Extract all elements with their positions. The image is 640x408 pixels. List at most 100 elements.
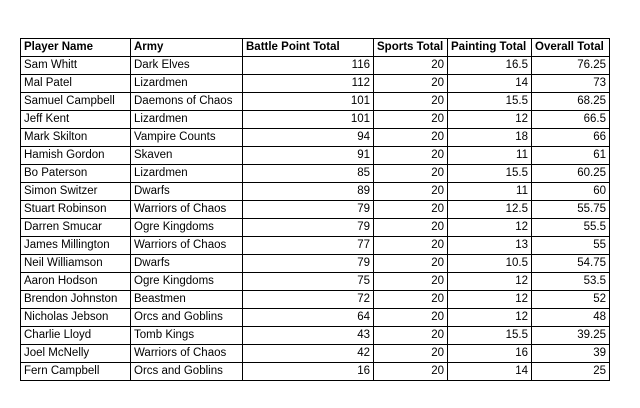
battle-point-cell: 72 [242, 290, 374, 309]
army-cell: Lizardmen [130, 164, 243, 183]
header-player-name: Player Name [20, 38, 131, 57]
player-name-cell: Charlie Lloyd [20, 326, 131, 345]
battle-point-cell: 79 [242, 254, 374, 273]
battle-point-cell: 79 [242, 218, 374, 237]
player-name-cell: Simon Switzer [20, 182, 131, 201]
overall-total-cell: 68.25 [531, 92, 610, 111]
army-cell: Warriors of Chaos [130, 236, 243, 255]
painting-total-cell: 16 [447, 344, 532, 363]
army-cell: Beastmen [130, 290, 243, 309]
table-row: Mal Patel Lizardmen 112 20 14 73 [20, 74, 610, 93]
battle-point-cell: 64 [242, 308, 374, 327]
header-row: Player Name Army Battle Point Total Spor… [20, 38, 610, 57]
sports-total-cell: 20 [373, 308, 448, 327]
table-row: Mark Skilton Vampire Counts 94 20 18 66 [20, 128, 610, 147]
player-name-cell: Bo Paterson [20, 164, 131, 183]
table-row: Joel McNelly Warriors of Chaos 42 20 16 39 [20, 344, 610, 363]
sports-total-cell: 20 [373, 236, 448, 255]
army-cell: Lizardmen [130, 74, 243, 93]
battle-point-cell: 101 [242, 110, 374, 129]
army-cell: Ogre Kingdoms [130, 272, 243, 291]
overall-total-cell: 52 [531, 290, 610, 309]
painting-total-cell: 15.5 [447, 326, 532, 345]
table-row: Nicholas Jebson Orcs and Goblins 64 20 12 48 [20, 308, 610, 327]
sports-total-cell: 20 [373, 218, 448, 237]
table-row: Darren Smucar Ogre Kingdoms 79 20 12 55.5 [20, 218, 610, 237]
sports-total-cell: 20 [373, 326, 448, 345]
overall-total-cell: 39.25 [531, 326, 610, 345]
player-name-cell: Joel McNelly [20, 344, 131, 363]
painting-total-cell: 12 [447, 272, 532, 291]
table-row: Neil Williamson Dwarfs 79 20 10.5 54.75 [20, 254, 610, 273]
battle-point-cell: 79 [242, 200, 374, 219]
battle-point-cell: 85 [242, 164, 374, 183]
player-name-cell: Mal Patel [20, 74, 131, 93]
sports-total-cell: 20 [373, 200, 448, 219]
battle-point-cell: 43 [242, 326, 374, 345]
army-cell: Lizardmen [130, 110, 243, 129]
army-cell: Dwarfs [130, 254, 243, 273]
painting-total-cell: 15.5 [447, 164, 532, 183]
painting-total-cell: 12.5 [447, 200, 532, 219]
battle-point-cell: 16 [242, 362, 374, 381]
header-sports-total: Sports Total [373, 38, 448, 57]
sports-total-cell: 20 [373, 110, 448, 129]
sports-total-cell: 20 [373, 182, 448, 201]
battle-point-cell: 112 [242, 74, 374, 93]
sports-total-cell: 20 [373, 164, 448, 183]
player-name-cell: Stuart Robinson [20, 200, 131, 219]
overall-total-cell: 66.5 [531, 110, 610, 129]
sports-total-cell: 20 [373, 362, 448, 381]
battle-point-cell: 116 [242, 56, 374, 75]
painting-total-cell: 12 [447, 110, 532, 129]
player-name-cell: Aaron Hodson [20, 272, 131, 291]
header-painting-total: Painting Total [447, 38, 532, 57]
painting-total-cell: 11 [447, 146, 532, 165]
painting-total-cell: 13 [447, 236, 532, 255]
battle-point-cell: 91 [242, 146, 374, 165]
table-row: Simon Switzer Dwarfs 89 20 11 60 [20, 182, 610, 201]
painting-total-cell: 16.5 [447, 56, 532, 75]
battle-point-cell: 94 [242, 128, 374, 147]
player-name-cell: Neil Williamson [20, 254, 131, 273]
table-row: Hamish Gordon Skaven 91 20 11 61 [20, 146, 610, 165]
table-row: Charlie Lloyd Tomb Kings 43 20 15.5 39.25 [20, 326, 610, 345]
table-row: Jeff Kent Lizardmen 101 20 12 66.5 [20, 110, 610, 129]
army-cell: Warriors of Chaos [130, 200, 243, 219]
player-name-cell: Fern Campbell [20, 362, 131, 381]
painting-total-cell: 15.5 [447, 92, 532, 111]
painting-total-cell: 12 [447, 290, 532, 309]
army-cell: Warriors of Chaos [130, 344, 243, 363]
table-row: James Millington Warriors of Chaos 77 20 13 5… [20, 236, 610, 255]
painting-total-cell: 18 [447, 128, 532, 147]
army-cell: Skaven [130, 146, 243, 165]
sports-total-cell: 20 [373, 272, 448, 291]
results-table: Player Name Army Battle Point Total Spor… [20, 38, 610, 381]
overall-total-cell: 60 [531, 182, 610, 201]
army-cell: Tomb Kings [130, 326, 243, 345]
table-row: Sam Whitt Dark Elves 116 20 16.5 76.25 [20, 56, 610, 75]
overall-total-cell: 66 [531, 128, 610, 147]
army-cell: Vampire Counts [130, 128, 243, 147]
overall-total-cell: 61 [531, 146, 610, 165]
sports-total-cell: 20 [373, 128, 448, 147]
player-name-cell: Mark Skilton [20, 128, 131, 147]
battle-point-cell: 77 [242, 236, 374, 255]
overall-total-cell: 25 [531, 362, 610, 381]
army-cell: Dwarfs [130, 182, 243, 201]
overall-total-cell: 76.25 [531, 56, 610, 75]
sports-total-cell: 20 [373, 344, 448, 363]
army-cell: Orcs and Goblins [130, 362, 243, 381]
sports-total-cell: 20 [373, 254, 448, 273]
overall-total-cell: 55.5 [531, 218, 610, 237]
player-name-cell: Brendon Johnston [20, 290, 131, 309]
sports-total-cell: 20 [373, 56, 448, 75]
header-overall-total: Overall Total [531, 38, 610, 57]
painting-total-cell: 14 [447, 74, 532, 93]
battle-point-cell: 89 [242, 182, 374, 201]
table-row: Samuel Campbell Daemons of Chaos 101 20 15.5… [20, 92, 610, 111]
table-body: Sam Whitt Dark Elves 116 20 16.5 76.25 Mal Pat… [20, 56, 610, 381]
battle-point-cell: 101 [242, 92, 374, 111]
painting-total-cell: 12 [447, 218, 532, 237]
table-row: Bo Paterson Lizardmen 85 20 15.5 60.25 [20, 164, 610, 183]
